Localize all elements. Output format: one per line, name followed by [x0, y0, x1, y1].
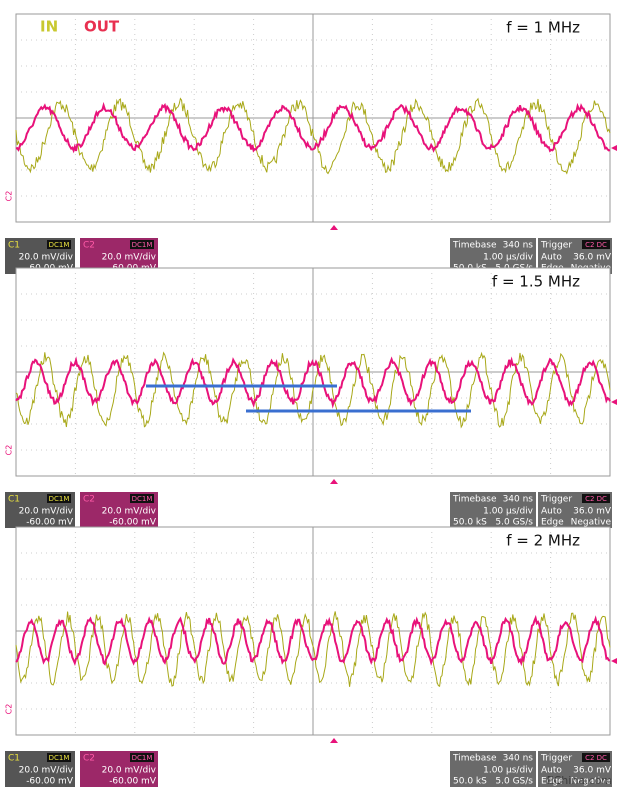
waveform — [15, 611, 611, 687]
timebase-title: Timebase — [452, 495, 497, 505]
timebase-delay: 340 ns — [503, 754, 534, 764]
legend-out: OUT — [84, 18, 120, 36]
coupling-badge — [130, 494, 154, 503]
coupling-badge — [47, 494, 71, 503]
coupling-badge — [130, 753, 154, 762]
channel-offset: -60.00 mV — [26, 518, 74, 528]
trigger-mode: Auto — [541, 766, 562, 776]
trigger-slope: Negative — [571, 777, 612, 787]
timebase-samples: 50.0 kS — [453, 777, 487, 787]
coupling-badge — [130, 240, 154, 249]
side-label: C2 — [5, 704, 14, 715]
coupling-badge — [47, 753, 71, 762]
coupling-badge — [47, 240, 71, 249]
timebase-box — [450, 492, 536, 528]
trigger-mode: Auto — [541, 507, 562, 517]
waveform — [15, 101, 611, 154]
side-label: C2 — [5, 191, 14, 202]
trigger-type: Edge — [541, 518, 564, 528]
channel-name: C1 — [8, 754, 20, 764]
watermark: EChina.com — [547, 774, 612, 787]
timebase-scale: 1.00 µs/div — [483, 253, 534, 263]
frequency-label: f = 2 MHz — [506, 532, 580, 550]
coupling: DC1M — [49, 754, 70, 762]
legend-in: IN — [40, 18, 58, 36]
timebase-title: Timebase — [452, 754, 497, 764]
trigger-source: C2 DC — [585, 495, 607, 503]
waveform — [15, 97, 611, 175]
channel-scale: 20.0 mV/div — [102, 507, 157, 517]
channel-offset: -60.00 mV — [109, 777, 157, 787]
trigger-marker — [611, 658, 617, 664]
coupling: DC1M — [132, 495, 153, 503]
channel-scale: 20.0 mV/div — [19, 507, 74, 517]
timebase-rate: 5.0 GS/s — [495, 518, 533, 528]
trigger-level: 36.0 mV — [573, 766, 612, 776]
channel-scale: 20.0 mV/div — [19, 253, 74, 263]
source-badge — [582, 240, 610, 249]
trigger-source: C2 DC — [585, 241, 607, 249]
source-badge — [582, 494, 610, 503]
trigger-title: Trigger — [540, 241, 572, 251]
coupling: DC1M — [132, 754, 153, 762]
timebase-samples: 50.0 kS — [453, 518, 487, 528]
trigger-level: 36.0 mV — [573, 507, 612, 517]
trigger-mode: Auto — [541, 253, 562, 263]
waveform — [15, 351, 611, 429]
source-badge — [582, 753, 610, 762]
timebase-scale: 1.00 µs/div — [483, 766, 534, 776]
timebase-box — [450, 751, 536, 787]
trigger-title: Trigger — [540, 495, 572, 505]
timebase-scale: 1.00 µs/div — [483, 507, 534, 517]
waveform — [15, 356, 611, 409]
channel-name: C2 — [83, 241, 95, 251]
coupling: DC1M — [49, 241, 70, 249]
side-label: C2 — [5, 445, 14, 456]
channel-scale: 20.0 mV/div — [102, 766, 157, 776]
waveform — [15, 614, 611, 667]
trigger-source: C2 DC — [585, 754, 607, 762]
channel-name: C2 — [83, 754, 95, 764]
trigger-marker — [611, 145, 617, 151]
trigger-title: Trigger — [540, 754, 572, 764]
trigger-marker — [330, 479, 338, 484]
channel-offset: -60.00 mV — [26, 777, 74, 787]
trigger-marker — [330, 225, 338, 230]
timebase-title: Timebase — [452, 241, 497, 251]
coupling: DC1M — [49, 495, 70, 503]
timebase-rate: 5.0 GS/s — [495, 777, 533, 787]
trigger-level: 36.0 mV — [573, 253, 612, 263]
trigger-marker — [611, 399, 617, 405]
channel-scale: 20.0 mV/div — [102, 253, 157, 263]
trigger-marker — [330, 738, 338, 743]
channel-name: C1 — [8, 495, 20, 505]
frequency-label: f = 1 MHz — [506, 19, 580, 37]
channel-scale: 20.0 mV/div — [19, 766, 74, 776]
coupling: DC1M — [132, 241, 153, 249]
trigger-slope: Negative — [571, 518, 612, 528]
timebase-delay: 340 ns — [503, 241, 534, 251]
trigger-type: Edge — [541, 777, 564, 787]
channel-name: C1 — [8, 241, 20, 251]
channel-offset: -60.00 mV — [109, 518, 157, 528]
timebase-delay: 340 ns — [503, 495, 534, 505]
frequency-label: f = 1.5 MHz — [492, 273, 580, 291]
channel-name: C2 — [83, 495, 95, 505]
